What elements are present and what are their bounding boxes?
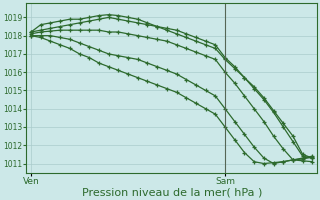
- X-axis label: Pression niveau de la mer( hPa ): Pression niveau de la mer( hPa ): [82, 187, 262, 197]
